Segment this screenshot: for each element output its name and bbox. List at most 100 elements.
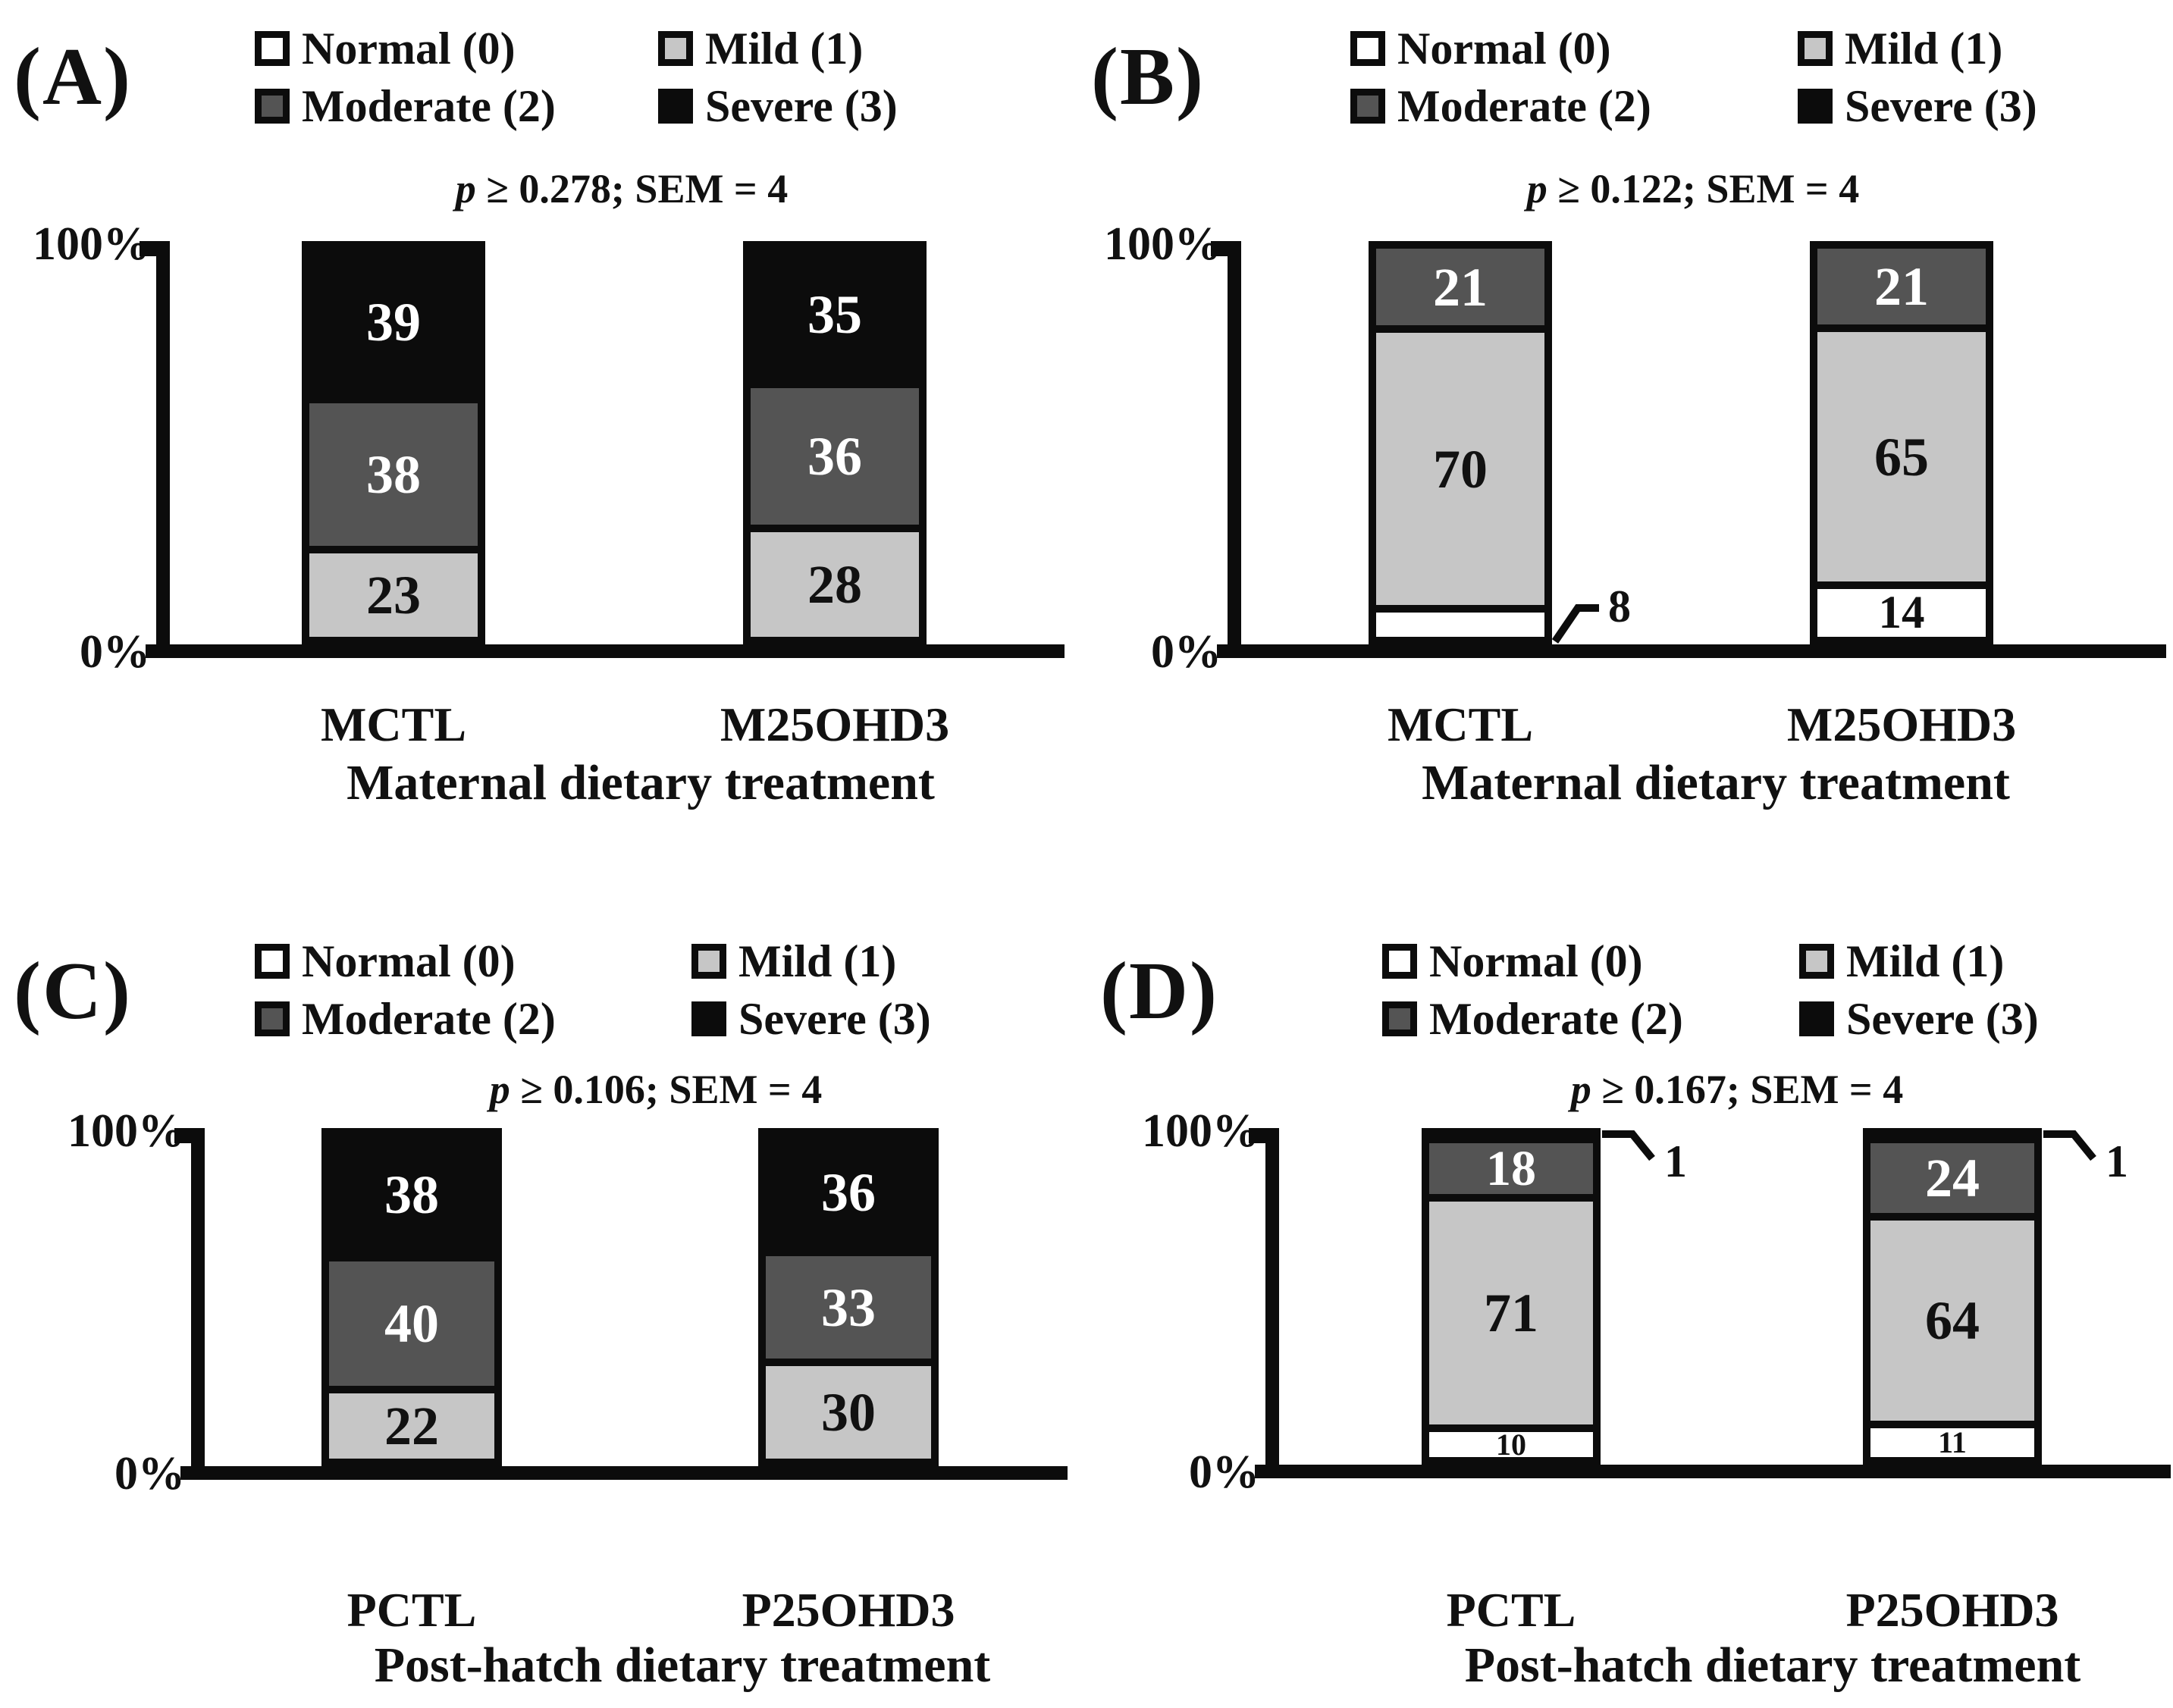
segment-normal: 14 (1814, 585, 1990, 641)
legend-swatch-normal-icon (255, 944, 290, 979)
y-tick-label-100: 100% (67, 1105, 185, 1157)
bar-M25OHD3: 21 65 14 (1810, 241, 1993, 644)
legend-item-severe: Severe (3) (691, 996, 931, 1042)
bar-P25OHD3: 24 64 11 (1863, 1128, 2042, 1465)
segment-value-label: 22 (384, 1396, 439, 1456)
panel-D: (D) Normal (0) Mild (1) Moderate (2) Severe … (1086, 925, 2173, 1708)
legend-swatch-moderate-icon (1382, 1001, 1417, 1036)
y-axis-top-tick (1249, 1128, 1267, 1143)
legend-label: Moderate (2) (1429, 994, 1683, 1044)
legend-label: Normal (0) (1429, 936, 1643, 986)
segment-severe (1867, 1132, 2038, 1139)
x-axis-baseline (1255, 1465, 2171, 1478)
segment-moderate: 33 (762, 1252, 935, 1362)
legend-label: Severe (3) (1846, 994, 2039, 1044)
segment-moderate: 21 (1814, 245, 1990, 328)
segment-value-label: 36 (807, 426, 862, 487)
p-italic: p (455, 166, 476, 212)
legend-item-normal: Normal (0) (1382, 939, 1643, 984)
p-annotation-text: ≥ 0.122; SEM = 4 (1547, 166, 1860, 212)
segment-mild: 65 (1814, 328, 1990, 585)
legend-label: Mild (1) (1846, 936, 2005, 986)
legend-item-moderate: Moderate (2) (1382, 996, 1683, 1042)
segment-value-label: 38 (384, 1164, 439, 1225)
legend-swatch-mild-icon (691, 944, 726, 979)
x-axis-title: Maternal dietary treatment (346, 755, 935, 810)
x-axis-title: Maternal dietary treatment (1422, 755, 2010, 810)
segment-value-label: 21 (1433, 256, 1488, 318)
legend-label: Moderate (2) (302, 81, 556, 131)
y-tick-label-0: 0% (1189, 1446, 1259, 1498)
panel-A: (A) Normal (0) Mild (1) Moderate (2) Severe … (0, 0, 1086, 925)
panel-B: (B) Normal (0) Mild (1) Moderate (2) Severe … (1086, 0, 2173, 925)
legend-swatch-moderate-icon (255, 89, 290, 124)
legend-label: Mild (1) (1845, 24, 2003, 74)
y-tick-label-100: 100% (1104, 218, 1221, 270)
p-italic: p (489, 1067, 510, 1112)
y-axis-line (1265, 1128, 1279, 1478)
bar-PCTL: 38 40 22 (321, 1128, 502, 1466)
legend-swatch-mild-icon (1798, 31, 1833, 66)
y-tick-label-0: 0% (80, 626, 150, 678)
callout-value-label: 8 (1608, 581, 1631, 631)
p-value-annotation: p ≥ 0.122; SEM = 4 (1527, 165, 1859, 212)
segment-severe: 38 (325, 1132, 498, 1258)
x-category-label: P25OHD3 (742, 1583, 955, 1637)
legend-label: Severe (3) (738, 994, 931, 1044)
legend-item-mild: Mild (1) (1798, 26, 2002, 71)
segment-value-label: 39 (366, 292, 421, 353)
legend-swatch-mild-icon (658, 31, 693, 66)
p-annotation-text: ≥ 0.106; SEM = 4 (510, 1067, 823, 1112)
legend-item-mild: Mild (1) (691, 939, 896, 984)
bar-P25OHD3: 36 33 30 (758, 1128, 939, 1466)
segment-normal: 10 (1425, 1428, 1597, 1461)
legend-label: Normal (0) (1397, 24, 1611, 74)
panel-label: (A) (14, 32, 132, 122)
callout-leader-line (1551, 604, 1599, 644)
segment-value-label: 24 (1925, 1148, 1980, 1209)
legend-swatch-normal-icon (1350, 31, 1385, 66)
x-axis-baseline (1217, 644, 2166, 658)
legend-item-severe: Severe (3) (658, 83, 898, 129)
x-category-label: PCTL (346, 1583, 477, 1637)
segment-value-label: 23 (366, 565, 421, 625)
legend-swatch-severe-icon (691, 1001, 726, 1036)
segment-value-label: 30 (821, 1382, 876, 1443)
segment-value-label: 38 (366, 444, 421, 505)
p-value-annotation: p ≥ 0.106; SEM = 4 (490, 1066, 822, 1113)
segment-normal: 11 (1867, 1424, 2038, 1461)
segment-value-label: 70 (1433, 438, 1488, 500)
legend-label: Normal (0) (302, 24, 516, 74)
segment-value-label: 28 (807, 554, 862, 615)
segment-moderate: 38 (306, 400, 481, 550)
panel-label: (B) (1091, 32, 1205, 122)
x-axis-baseline (180, 1466, 1068, 1480)
segment-mild: 64 (1867, 1217, 2038, 1424)
legend-label: Mild (1) (705, 24, 864, 74)
segment-moderate: 36 (747, 384, 923, 528)
segment-severe (1425, 1132, 1597, 1139)
y-axis-top-tick (140, 241, 158, 256)
legend-swatch-moderate-icon (1350, 89, 1385, 124)
segment-value-label: 36 (821, 1161, 876, 1223)
p-annotation-text: ≥ 0.167; SEM = 4 (1591, 1067, 1904, 1112)
callout-leader-line (2043, 1130, 2096, 1161)
y-axis-top-tick (1211, 241, 1229, 256)
legend-swatch-normal-icon (1382, 944, 1417, 979)
callout-leader-line (1602, 1130, 1655, 1161)
segment-value-label: 33 (821, 1277, 876, 1338)
panel-C: (C) Normal (0) Mild (1) Moderate (2) Severe … (0, 925, 1086, 1708)
y-tick-label-0: 0% (114, 1448, 185, 1500)
y-axis-line (1228, 241, 1241, 658)
y-tick-label-0: 0% (1151, 626, 1221, 678)
segment-value-label: 65 (1874, 426, 1929, 487)
legend-label: Normal (0) (302, 936, 516, 986)
legend-item-mild: Mild (1) (1799, 939, 2004, 984)
legend-label: Mild (1) (738, 936, 897, 986)
legend-item-normal: Normal (0) (255, 26, 516, 71)
panel-label: (D) (1100, 946, 1218, 1036)
legend-item-normal: Normal (0) (255, 939, 516, 984)
segment-severe: 36 (762, 1132, 935, 1252)
legend-item-moderate: Moderate (2) (255, 996, 556, 1042)
